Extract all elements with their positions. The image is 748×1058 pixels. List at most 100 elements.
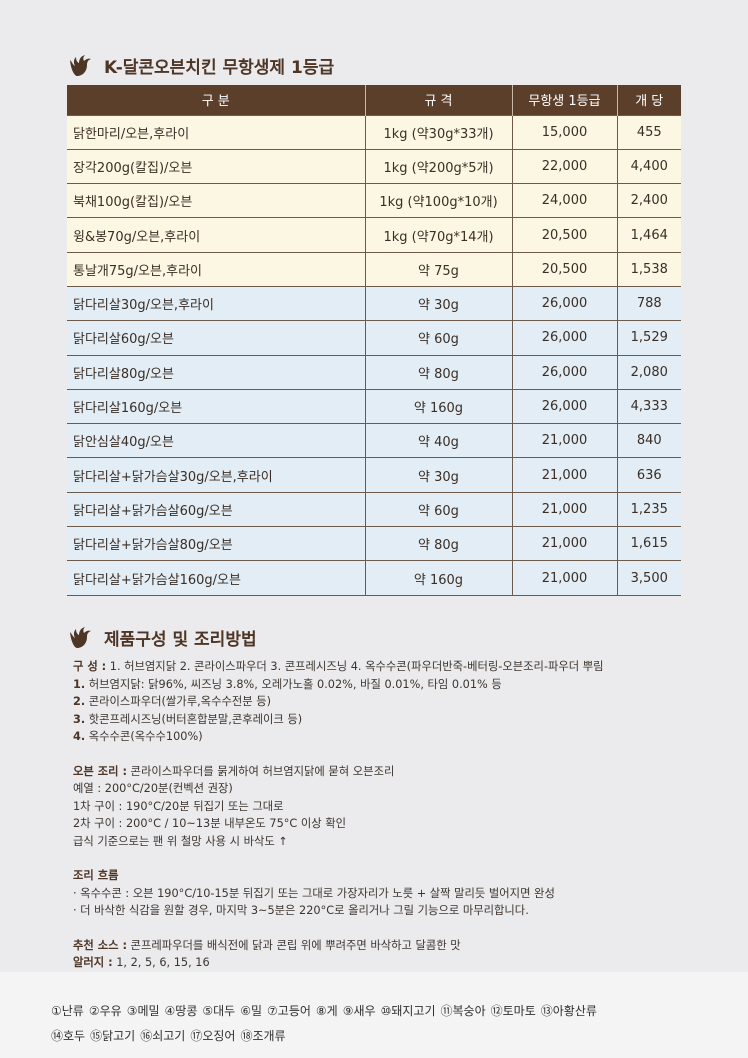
oven-line: 오븐 조리 : 콘라이스파우더를 묽게하여 허브염지닭에 묻혀 오븐조리 bbox=[73, 763, 693, 781]
cell-category: 윙&봉70g/오븐,후라이 bbox=[67, 217, 365, 253]
sauce-text: 콘프레파우더를 배식전에 닭과 콘립 위에 뿌려주면 바삭하고 달콤한 맛 bbox=[126, 938, 461, 952]
cell-unit-price: 455 bbox=[616, 114, 681, 150]
cell-spec: 1kg (약30g*33개) bbox=[364, 114, 512, 150]
allergen-legend-panel bbox=[0, 972, 748, 1058]
cell-category: 닭다리살+닭가슴살160g/오븐 bbox=[67, 560, 365, 596]
table-row: 윙&봉70g/오븐,후라이 1kg (약70g*14개) 20,500 1,464 bbox=[67, 217, 681, 253]
item-text: 콘라이스파우더(쌀가루,옥수수전분 등) bbox=[85, 695, 272, 708]
rooster-icon bbox=[70, 627, 91, 648]
header-unit-price: 개 당 bbox=[616, 85, 681, 115]
cell-spec: 1kg (약70g*14개) bbox=[364, 217, 512, 253]
allergy-text: 1, 2, 5, 6, 15, 16 bbox=[112, 956, 210, 969]
table-row: 닭다리살30g/오븐,후라이 약 30g 26,000 788 bbox=[67, 285, 681, 321]
section-title-prices: K-달콘오븐치킨 무항생제 1등급 bbox=[66, 50, 334, 80]
cell-category: 닭한마리/오븐,후라이 bbox=[67, 114, 365, 150]
cell-spec: 약 40g bbox=[364, 423, 512, 458]
allergen-item: ⑤대두 bbox=[202, 1004, 236, 1018]
sauce-label: 추천 소스 : bbox=[73, 938, 127, 952]
cell-price: 20,500 bbox=[511, 217, 617, 253]
cell-price: 21,000 bbox=[511, 560, 617, 596]
cell-category: 닭안심살40g/오븐 bbox=[67, 423, 365, 458]
cooking-info: 구 성 : 1. 허브염지닭 2. 콘라이스파우더 3. 콘프레시즈닝 4. 옥… bbox=[73, 658, 693, 972]
cell-price: 26,000 bbox=[511, 388, 617, 424]
cell-unit-price: 636 bbox=[616, 457, 681, 493]
cell-spec: 약 30g bbox=[364, 285, 512, 321]
cell-category: 닭다리살+닭가슴살80g/오븐 bbox=[67, 526, 365, 561]
table-row: 닭한마리/오븐,후라이 1kg (약30g*33개) 15,000 455 bbox=[67, 114, 681, 150]
allergen-legend: ①난류 ②우유 ③메밀 ④땅콩 ⑤대두 ⑥밀 ⑦고등어 ⑧게 ⑨새우 ⑩돼지고기 ⑪복숭아 ⑫토마토 ⑬… bbox=[51, 999, 711, 1049]
composition-item: 1. 허브염지닭: 닭96%, 씨즈닝 3.8%, 오레가노홀 0.02%, 바… bbox=[73, 676, 693, 694]
table-row: 닭다리살+닭가슴살160g/오븐 약 160g 21,000 3,500 bbox=[67, 560, 681, 596]
allergen-item: ②우유 bbox=[88, 1004, 122, 1018]
table-row: 장각200g(칼집)/오븐 1kg (약200g*5개) 22,000 4,400 bbox=[67, 148, 681, 184]
cell-category: 닭다리살60g/오븐 bbox=[67, 320, 365, 356]
allergy-label: 알러지 : bbox=[73, 956, 113, 969]
item-num: 1. bbox=[73, 677, 86, 691]
cell-category: 닭다리살+닭가슴살60g/오븐 bbox=[67, 491, 365, 527]
cell-category: 북채100g(칼집)/오븐 bbox=[67, 183, 365, 218]
cell-unit-price: 788 bbox=[616, 285, 681, 321]
cell-spec: 1kg (약100g*10개) bbox=[364, 183, 512, 218]
allergen-item: ⑭호두 bbox=[51, 1029, 86, 1043]
cell-spec: 약 60g bbox=[364, 320, 512, 356]
allergen-item: ③메밀 bbox=[126, 1004, 160, 1018]
cell-unit-price: 1,538 bbox=[616, 251, 681, 287]
rooster-icon bbox=[70, 55, 91, 76]
allergen-item: ⑥밀 bbox=[240, 1004, 263, 1018]
allergen-item: ⑪복숭아 bbox=[440, 1004, 486, 1018]
allergen-item: ④땅콩 bbox=[164, 1004, 198, 1018]
cell-spec: 약 160g bbox=[364, 560, 512, 596]
composition-line: 구 성 : 1. 허브염지닭 2. 콘라이스파우더 3. 콘프레시즈닝 4. 옥… bbox=[73, 658, 693, 676]
cell-price: 26,000 bbox=[511, 354, 617, 390]
allergen-item: ①난류 bbox=[51, 1004, 84, 1018]
allergen-item: ⑦고등어 bbox=[267, 1004, 311, 1018]
section-title-text: K-달콘오븐치킨 무항생제 1등급 bbox=[104, 57, 335, 78]
composition-item: 3. 핫콘프레시즈닝(버터혼합분말,콘후레이크 등) bbox=[73, 711, 693, 729]
section-title-cooking: 제품구성 및 조리방법 bbox=[66, 622, 257, 652]
sauce-line: 추천 소스 : 콘프레파우더를 배식전에 닭과 콘립 위에 뿌려주면 바삭하고 … bbox=[73, 937, 693, 955]
allergy-line: 알러지 : 1, 2, 5, 6, 15, 16 bbox=[73, 954, 693, 972]
table-row: 닭다리살+닭가슴살30g/오븐,후라이 약 30g 21,000 636 bbox=[67, 457, 681, 493]
oven-step: 2차 구이 : 200°C / 10~13분 내부온도 75°C 이상 확인 bbox=[73, 817, 347, 830]
item-num: 2. bbox=[73, 695, 86, 708]
cell-unit-price: 3,500 bbox=[616, 560, 681, 596]
cell-price: 26,000 bbox=[511, 320, 617, 356]
item-text: 옥수수콘(옥수수100%) bbox=[85, 730, 203, 743]
table-row: 닭다리살+닭가슴살80g/오븐 약 80g 21,000 1,615 bbox=[67, 526, 681, 561]
cell-price: 24,000 bbox=[511, 183, 617, 218]
oven-label: 오븐 조리 : bbox=[73, 764, 127, 778]
header-price: 무항생 1등급 bbox=[511, 85, 617, 115]
oven-step: 1차 구이 : 190°C/20분 뒤집기 또는 그대로 bbox=[73, 799, 284, 813]
cell-unit-price: 1,235 bbox=[616, 491, 681, 527]
allergen-item: ⑧게 bbox=[315, 1004, 338, 1018]
flow-step: · 더 바삭한 식감을 원할 경우, 마지막 3~5분은 220°C로 올리거나… bbox=[73, 904, 529, 917]
section-title-text: 제품구성 및 조리방법 bbox=[104, 629, 257, 650]
flow-label: 조리 흐름 bbox=[73, 869, 119, 882]
cell-price: 21,000 bbox=[511, 423, 617, 458]
item-text: 핫콘프레시즈닝(버터혼합분말,콘후레이크 등) bbox=[85, 712, 303, 726]
composition-item: 2. 콘라이스파우더(쌀가루,옥수수전분 등) bbox=[73, 693, 693, 711]
oven-text: 콘라이스파우더를 묽게하여 허브염지닭에 묻혀 오븐조리 bbox=[126, 764, 395, 778]
cell-price: 22,000 bbox=[511, 148, 617, 184]
table-row: 닭다리살+닭가슴살60g/오븐 약 60g 21,000 1,235 bbox=[67, 491, 681, 527]
allergen-item: ⑮닭고기 bbox=[90, 1029, 136, 1043]
table-row: 닭다리살80g/오븐 약 80g 26,000 2,080 bbox=[67, 354, 681, 390]
cell-category: 장각200g(칼집)/오븐 bbox=[67, 148, 365, 184]
cell-price: 21,000 bbox=[511, 526, 617, 561]
allergen-item: ⑰오징어 bbox=[190, 1029, 236, 1043]
cell-unit-price: 1,464 bbox=[616, 217, 681, 253]
cell-unit-price: 2,080 bbox=[616, 354, 681, 390]
cell-unit-price: 4,400 bbox=[616, 148, 681, 184]
cell-unit-price: 840 bbox=[616, 423, 681, 458]
item-text: 허브염지닭: 닭96%, 씨즈닝 3.8%, 오레가노홀 0.02%, 바질 0… bbox=[85, 677, 502, 691]
table-row: 닭다리살160g/오븐 약 160g 26,000 4,333 bbox=[67, 388, 681, 424]
cell-category: 닭다리살80g/오븐 bbox=[67, 354, 365, 390]
oven-step: 예열 : 200°C/20분(컨벡션 권장) bbox=[73, 782, 233, 795]
header-category: 구 분 bbox=[67, 85, 365, 115]
table-row: 북채100g(칼집)/오븐 1kg (약100g*10개) 24,000 2,400 bbox=[67, 183, 681, 218]
cell-category: 닭다리살30g/오븐,후라이 bbox=[67, 285, 365, 321]
cell-spec: 약 30g bbox=[364, 457, 512, 493]
cell-unit-price: 4,333 bbox=[616, 388, 681, 424]
allergen-item: ⑱조개류 bbox=[240, 1029, 286, 1043]
composition-label: 구 성 : bbox=[73, 660, 107, 673]
